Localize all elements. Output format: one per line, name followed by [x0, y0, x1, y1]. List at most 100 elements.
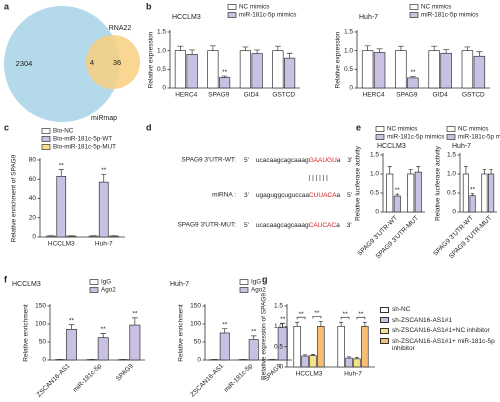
bar	[345, 357, 353, 368]
bar	[440, 52, 452, 89]
bar	[309, 355, 317, 368]
y-tick-label: 1.5	[344, 29, 353, 36]
venn-set	[4, 6, 120, 122]
error-bar	[482, 169, 487, 174]
significance-label: **	[101, 167, 107, 174]
sequence-part: a	[337, 157, 341, 164]
y-tick-label: 150	[190, 303, 201, 310]
bar	[174, 50, 186, 89]
y-tick-label: 1.0	[274, 323, 283, 330]
legend-swatch	[41, 136, 51, 142]
sequence: 3' ugaguggcuguccaaCUUACAa 5'	[244, 192, 352, 199]
bar	[46, 235, 56, 238]
chart-subtitle: Huh-7	[452, 143, 471, 150]
error-bar	[408, 169, 413, 174]
error-bar	[443, 49, 450, 54]
x-tick-label: HCCLM3	[296, 371, 323, 378]
bar	[469, 195, 476, 213]
y-tick-label: 0.5	[344, 66, 353, 73]
legend-swatch	[409, 4, 419, 10]
bar	[461, 50, 474, 89]
y-tick-label: 100	[190, 321, 201, 328]
x-tick-label: miR-181c-5p	[72, 362, 104, 394]
legend-label: miR-181c-5p mimics	[421, 12, 478, 19]
panel-label: b	[146, 1, 152, 11]
y-tick-label: 80	[29, 157, 37, 164]
chart-subtitle: Huh-7	[359, 14, 378, 21]
x-tick-label: HCCLM3	[48, 241, 75, 248]
legend-item: sh-NC	[380, 306, 496, 314]
legend-item: sh-ZSCAN16-AS1#1+ miR-181c-5p inhibitor	[380, 338, 496, 353]
bar	[293, 325, 301, 368]
error-bar	[189, 49, 196, 55]
significance-label: **	[314, 310, 320, 317]
y-tick-label: 0.5	[274, 343, 283, 350]
y-axis-label: Relative enrichment of SPAG9	[11, 154, 18, 242]
legend-swatch	[446, 134, 456, 140]
venn-set	[86, 35, 140, 89]
legend-swatch	[239, 279, 249, 285]
strand-end: 3'	[347, 222, 352, 229]
bar	[66, 329, 77, 361]
seed-region: GAAUGU	[309, 157, 337, 164]
legend-swatch	[41, 128, 51, 134]
y-tick-label: 1.0	[370, 171, 379, 178]
significance-label: **	[358, 311, 364, 318]
y-tick-label: 20	[29, 214, 37, 221]
error-bar	[209, 45, 216, 51]
y-tick-label: 0.5	[447, 190, 456, 197]
legend-label: Bio-miR-181c-5p-MUT	[53, 144, 116, 151]
sequence-name: SPAG9 3'UTR-WT:	[181, 157, 236, 164]
bar	[395, 50, 407, 89]
panel-label: e	[356, 122, 361, 132]
bar	[407, 77, 419, 89]
significance-label: **	[132, 311, 138, 318]
error-bar	[68, 324, 75, 330]
venn-label: miRmap	[91, 115, 117, 122]
legend-label: NC mimics	[421, 4, 451, 11]
error-bar	[295, 321, 300, 327]
panel-label: c	[4, 122, 9, 132]
significance-label: **	[280, 316, 286, 323]
significance-label: **	[69, 317, 75, 324]
legend-label: Ago2	[251, 287, 266, 294]
bar	[129, 324, 141, 361]
x-tick-label: ZSCAN16-AS1	[189, 362, 225, 398]
bar	[337, 325, 345, 368]
significance-label: **	[222, 321, 228, 328]
significance-bracket	[356, 316, 366, 320]
bar	[317, 325, 325, 368]
error-bar	[354, 357, 359, 359]
legend-label: NC mimics	[458, 126, 488, 133]
bar	[301, 355, 309, 368]
legend-swatch	[239, 287, 249, 293]
legend-label: IgG	[251, 279, 261, 286]
legend-swatch	[375, 134, 385, 140]
legend-swatch	[380, 338, 389, 344]
error-bar	[310, 354, 315, 356]
legend-label: NC mimics	[239, 4, 269, 11]
bar	[361, 325, 369, 368]
panel-label: f	[4, 274, 8, 284]
venn-count: 36	[113, 58, 121, 67]
y-tick-label: 0	[42, 357, 46, 364]
y-tick-label: 0	[375, 209, 379, 216]
strand-end: 5'	[347, 192, 352, 199]
significance-label: **	[395, 187, 401, 194]
sequence-part: a	[336, 222, 340, 229]
strand-end: 3'	[244, 192, 249, 199]
sequence-part: ucacaagcagcaaag	[256, 157, 309, 164]
y-tick-label: 1.5	[447, 152, 456, 159]
legend-swatch	[375, 126, 385, 132]
legend-label: NC mimics	[387, 126, 417, 133]
y-tick-label: 0	[279, 364, 283, 371]
y-tick-label: 1.5	[370, 152, 379, 159]
y-tick-label: 0	[349, 85, 353, 92]
legend-swatch	[380, 306, 389, 313]
y-axis-label: Relative luciferase activity	[435, 145, 442, 221]
y-axis-label: Relative expression	[335, 31, 342, 88]
y-axis-label: Relative luciferase activity	[355, 145, 362, 221]
x-tick-label: ZSCAN16-AS1	[36, 362, 72, 398]
y-tick-label: 1.5	[157, 29, 166, 36]
